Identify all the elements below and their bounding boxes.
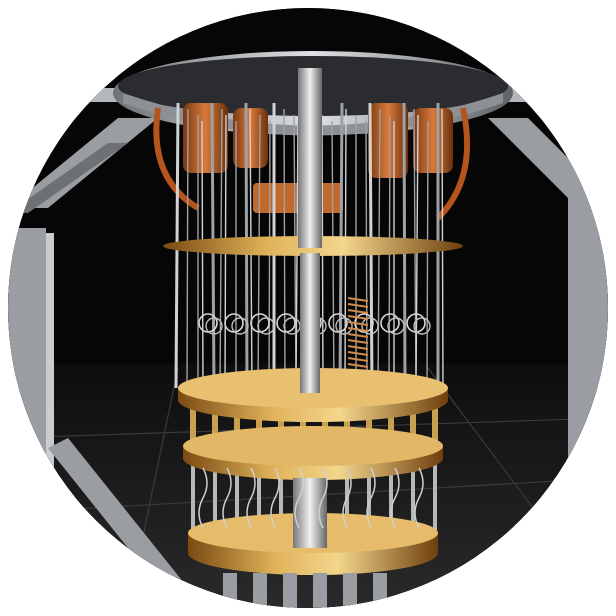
central-column [293,68,327,548]
chandelier-photo [8,8,608,608]
lower-wiring [198,467,424,608]
photo-circle [8,8,608,608]
plate-tier-3 [183,426,443,480]
